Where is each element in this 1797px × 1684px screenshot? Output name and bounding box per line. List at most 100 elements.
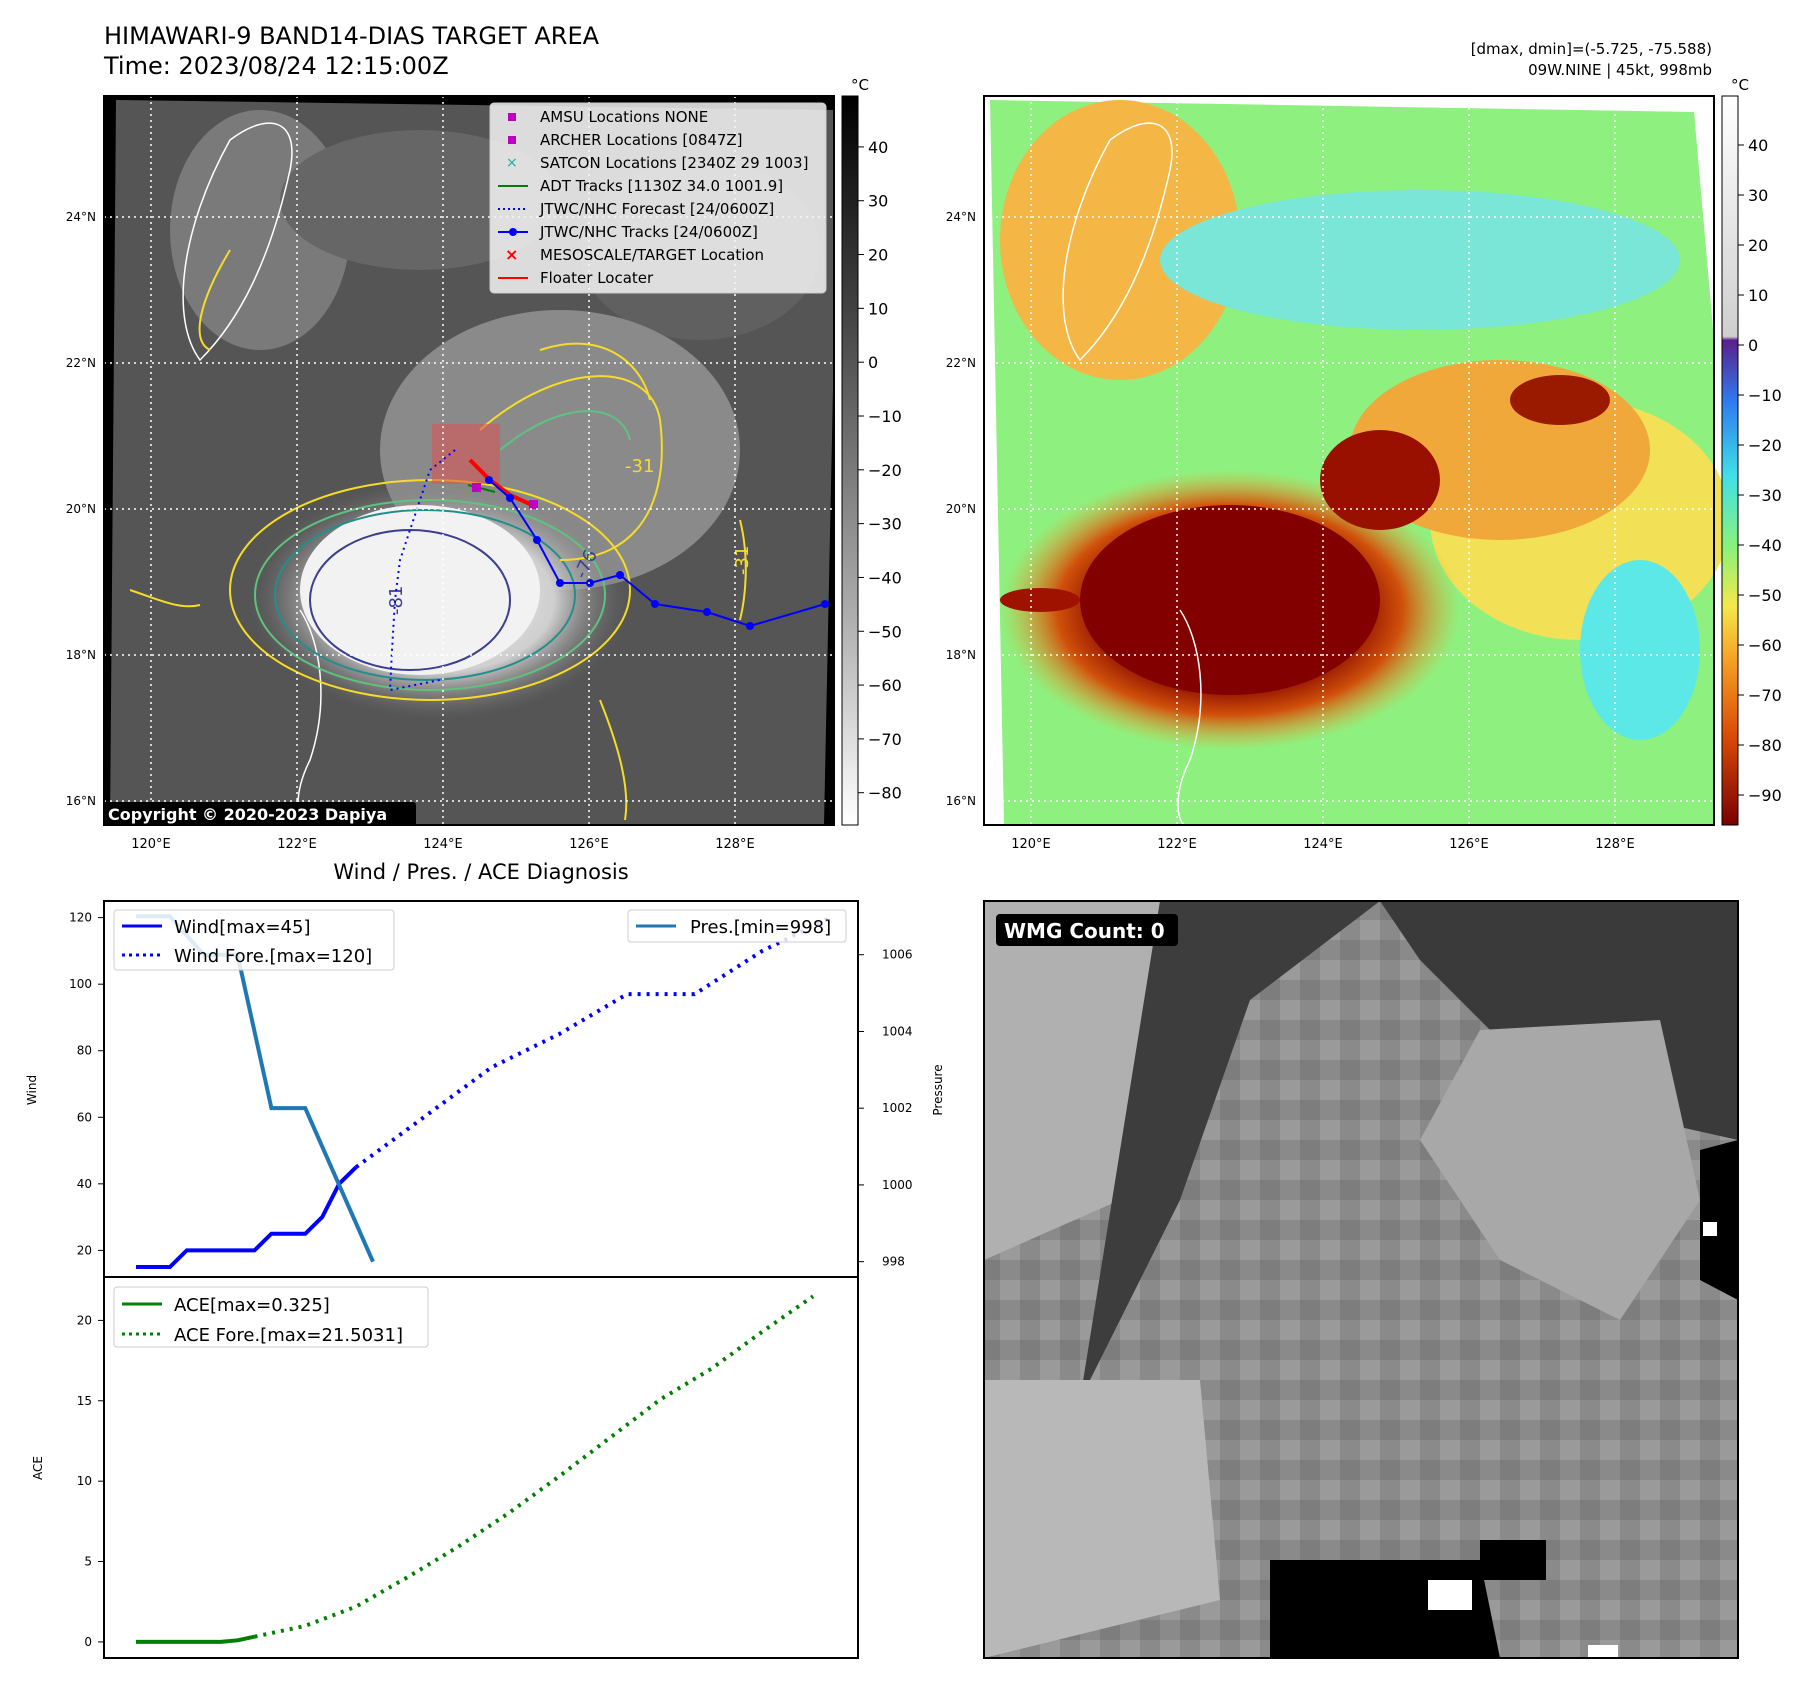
ace-axis-label: ACE [31, 1456, 45, 1480]
colorbar-tick-label: 20 [1748, 236, 1768, 255]
dmax-dmin-text: [dmax, dmin]=(-5.725, -75.588) [1471, 40, 1712, 58]
lon-label: 126°E [569, 837, 609, 852]
legend-marker [508, 136, 516, 144]
map-legend: AMSU Locations NONE ARCHER Locations [08… [489, 102, 827, 294]
legend-item: MESOSCALE/TARGET Location [540, 246, 764, 264]
colorbar-tick-label: −80 [868, 784, 902, 803]
colorbar-tick-label: 20 [868, 246, 888, 265]
legend-marker [508, 113, 516, 121]
color-ir-map [983, 95, 1730, 826]
wind-tick-label: 100 [69, 977, 92, 991]
legend-marker: × [506, 155, 518, 171]
colorbar-tick-label: 10 [1748, 286, 1768, 305]
ace-series-line-1 [254, 1294, 815, 1639]
lat-label: 20°N [66, 502, 96, 516]
legend-item: JTWC/NHC Tracks [24/0600Z] [539, 223, 758, 241]
colorbar-tick-label: −10 [1748, 386, 1782, 405]
colorbar-tick-label: −20 [868, 461, 902, 480]
colorbar-tick-label: −40 [1748, 536, 1782, 555]
contour-label: -31 [732, 546, 753, 575]
wind-axis-label: Wind [25, 1075, 39, 1105]
colorbar-tick-label: −80 [1748, 736, 1782, 755]
colorbar-tick-label: −60 [868, 676, 902, 695]
diagnosis-title: Wind / Pres. / ACE Diagnosis [333, 860, 628, 884]
legend-item: Wind Fore.[max=120] [174, 946, 372, 967]
pressure-tick-label: 1002 [882, 1101, 913, 1115]
ace-tick-label: 0 [84, 1635, 92, 1649]
pressure-tick-label: 1000 [882, 1178, 913, 1192]
legend-item: SATCON Locations [2340Z 29 1003] [540, 154, 808, 172]
color-colorbar: °C 40 30 20 10 0 −10 −20 −30 −40 −50 −60 −70 −80 −90 [1721, 76, 1782, 826]
map-right-lat-labels: 24°N 22°N 20°N 18°N 16°N [946, 210, 976, 808]
colorbar-tick-label: 30 [868, 192, 888, 211]
lat-label: 24°N [66, 210, 96, 224]
wind-tick-label: 120 [69, 911, 92, 925]
lat-label: 22°N [66, 356, 96, 370]
ace-chart: ACE 0 5 10 15 20 ACE[max=0.325] ACE Fore.[ma… [31, 1276, 859, 1659]
map-right-lon-labels: 120°E 122°E 124°E 126°E 128°E [1011, 837, 1635, 852]
series-line-0 [136, 1165, 358, 1270]
pressure-axis-label: Pressure [931, 1064, 945, 1115]
lat-label: 20°N [946, 502, 976, 516]
wind-tick-label: 80 [77, 1044, 92, 1058]
contour-label: -31 [625, 456, 654, 477]
figure-time: Time: 2023/08/24 12:15:00Z [103, 52, 449, 80]
lat-label: 24°N [946, 210, 976, 224]
wind-pressure-chart: Wind Pressure 20 40 60 80 100 120 998 1000 1002… [25, 900, 945, 1278]
colorbar-tick-label: −90 [1748, 786, 1782, 805]
taiwan-coastline [1062, 122, 1173, 362]
legend-item: AMSU Locations NONE [540, 108, 708, 126]
legend-item: ARCHER Locations [0847Z] [540, 131, 743, 149]
legend-marker: × [505, 245, 518, 264]
colorbar-tick-label: 0 [868, 353, 878, 372]
legend-item: Floater Locater [540, 269, 654, 287]
colorbar-tick-label: −20 [1748, 436, 1782, 455]
lon-label: 126°E [1449, 837, 1489, 852]
ace-tick-label: 5 [84, 1555, 92, 1569]
colorbar-tick-label: −50 [1748, 586, 1782, 605]
lon-label: 128°E [1595, 837, 1635, 852]
lon-label: 122°E [277, 837, 317, 852]
colorbar-tick-label: 30 [1748, 186, 1768, 205]
colorbar-tick-label: 0 [1748, 336, 1758, 355]
ace-tick-label: 15 [77, 1394, 92, 1408]
colorbar-tick-label: 10 [868, 299, 888, 318]
legend-item: Wind[max=45] [174, 917, 311, 938]
pressure-tick-label: 998 [882, 1255, 905, 1269]
ace-series-line-0 [136, 1634, 255, 1644]
ace-tick-label: 20 [77, 1313, 92, 1327]
lon-label: 128°E [715, 837, 755, 852]
legend-item: ACE[max=0.325] [174, 1295, 330, 1316]
figure-title: HIMAWARI-9 BAND14-DIAS TARGET AREA [104, 22, 600, 50]
lat-label: 18°N [946, 648, 976, 662]
lon-label: 124°E [423, 837, 463, 852]
archer-marker [529, 500, 538, 509]
wmg-panel: WMG Count: 0 [983, 900, 1739, 1659]
floater-locater-line [468, 458, 533, 507]
colorbar-tick-label: −70 [1748, 686, 1782, 705]
colorbar-tick-label: −40 [868, 568, 902, 587]
lon-label: 120°E [1011, 837, 1051, 852]
jtwc-track [488, 479, 826, 628]
wind-tick-label: 60 [77, 1110, 92, 1124]
map-gridlines [984, 96, 1714, 825]
colorbar-unit: °C [1731, 76, 1749, 94]
pressure-tick-label: 1004 [882, 1024, 913, 1038]
colorbar-tick-label: −10 [868, 407, 902, 426]
colorbar-tick-label: −60 [1748, 636, 1782, 655]
map-left-lat-labels: 24°N 22°N 20°N 18°N 16°N [66, 210, 96, 808]
contour-label: -81 [386, 586, 407, 615]
target-area-box [432, 424, 500, 484]
colorbar-tick-label: 40 [1748, 136, 1768, 155]
lon-label: 124°E [1303, 837, 1343, 852]
gray-colorbar: °C 40 30 20 10 0 −10 −20 −30 −40 −50 −60 −70 −80 [841, 76, 902, 826]
lat-label: 16°N [946, 794, 976, 808]
wind-tick-label: 40 [77, 1177, 92, 1191]
colorbar-tick-label: −70 [868, 730, 902, 749]
legend-item: ADT Tracks [1130Z 34.0 1001.9] [540, 177, 783, 195]
colorbar-tick-label: 40 [868, 138, 888, 157]
storm-info-text: 09W.NINE | 45kt, 998mb [1528, 61, 1712, 79]
pressure-tick-label: 1006 [882, 948, 913, 962]
colorbar-tick-label: −50 [868, 622, 902, 641]
